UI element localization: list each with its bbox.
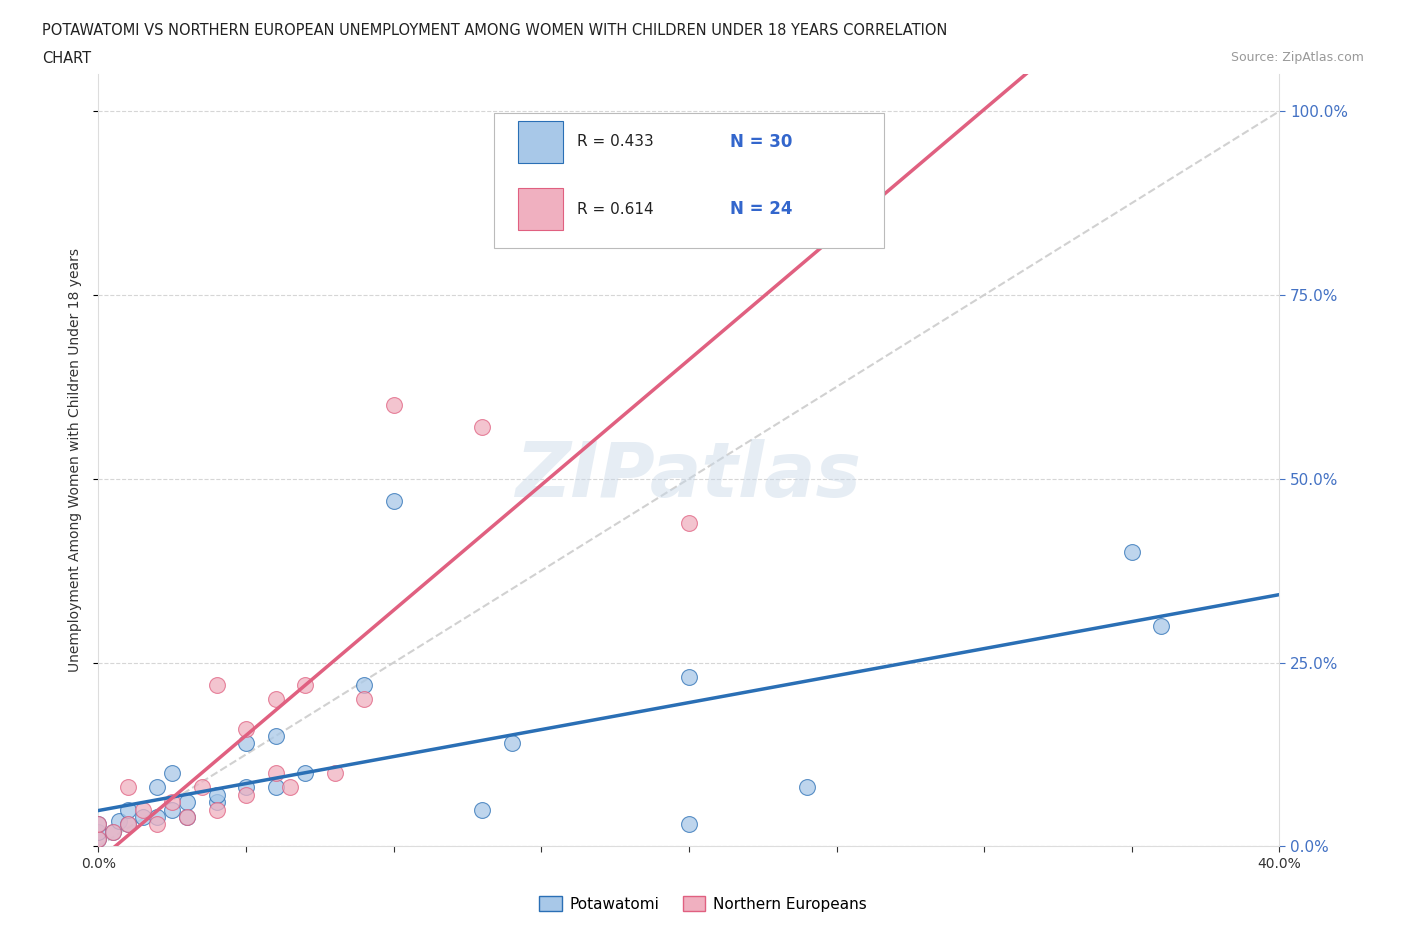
Point <box>146 780 169 795</box>
Point <box>353 677 375 692</box>
Point <box>796 780 818 795</box>
Point <box>205 677 228 692</box>
Point <box>176 795 198 810</box>
Point <box>264 728 287 743</box>
Point <box>278 780 302 795</box>
Point <box>176 809 198 824</box>
Point <box>176 809 198 824</box>
Point <box>501 736 523 751</box>
Point <box>294 765 316 780</box>
Point <box>146 809 169 824</box>
Text: Source: ZipAtlas.com: Source: ZipAtlas.com <box>1230 51 1364 64</box>
Text: R = 0.614: R = 0.614 <box>576 202 654 217</box>
Point <box>87 831 110 846</box>
Text: N = 24: N = 24 <box>730 200 793 219</box>
Point <box>103 824 125 839</box>
Point <box>678 515 700 530</box>
Point <box>678 670 700 684</box>
Text: POTAWATOMI VS NORTHERN EUROPEAN UNEMPLOYMENT AMONG WOMEN WITH CHILDREN UNDER 18 : POTAWATOMI VS NORTHERN EUROPEAN UNEMPLOY… <box>42 23 948 38</box>
Point <box>264 692 287 707</box>
Point <box>235 780 257 795</box>
Point <box>235 736 257 751</box>
Point <box>382 398 405 413</box>
Point <box>205 788 228 803</box>
Point <box>146 817 169 831</box>
Point <box>117 802 139 817</box>
Point <box>1121 545 1143 560</box>
Text: R = 0.433: R = 0.433 <box>576 135 654 150</box>
Point <box>117 817 139 831</box>
Point <box>162 795 183 810</box>
Point <box>103 824 125 839</box>
Point <box>117 817 139 831</box>
Legend: Potawatomi, Northern Europeans: Potawatomi, Northern Europeans <box>533 889 873 918</box>
Point <box>294 677 316 692</box>
Point <box>87 824 110 839</box>
Point <box>1150 618 1173 633</box>
Y-axis label: Unemployment Among Women with Children Under 18 years: Unemployment Among Women with Children U… <box>69 248 83 672</box>
Point <box>235 722 257 737</box>
Point <box>132 809 155 824</box>
Point <box>471 419 494 434</box>
Text: CHART: CHART <box>42 51 91 66</box>
Point <box>264 765 287 780</box>
Point <box>191 780 214 795</box>
Point <box>87 817 110 831</box>
Point <box>678 817 700 831</box>
Bar <box>517 121 562 163</box>
Point <box>87 831 110 846</box>
Text: N = 30: N = 30 <box>730 133 793 151</box>
FancyBboxPatch shape <box>494 113 884 248</box>
Point <box>205 795 228 810</box>
Point <box>132 802 155 817</box>
Point <box>162 765 183 780</box>
Point <box>353 692 375 707</box>
Point <box>162 802 183 817</box>
Point <box>323 765 346 780</box>
Bar <box>517 188 562 231</box>
Point <box>382 493 405 508</box>
Point <box>737 192 759 206</box>
Point <box>108 813 131 828</box>
Point <box>471 802 494 817</box>
Point <box>235 788 257 803</box>
Text: ZIPatlas: ZIPatlas <box>516 439 862 512</box>
Point <box>264 780 287 795</box>
Point <box>87 817 110 831</box>
Point <box>117 780 139 795</box>
Point <box>205 802 228 817</box>
